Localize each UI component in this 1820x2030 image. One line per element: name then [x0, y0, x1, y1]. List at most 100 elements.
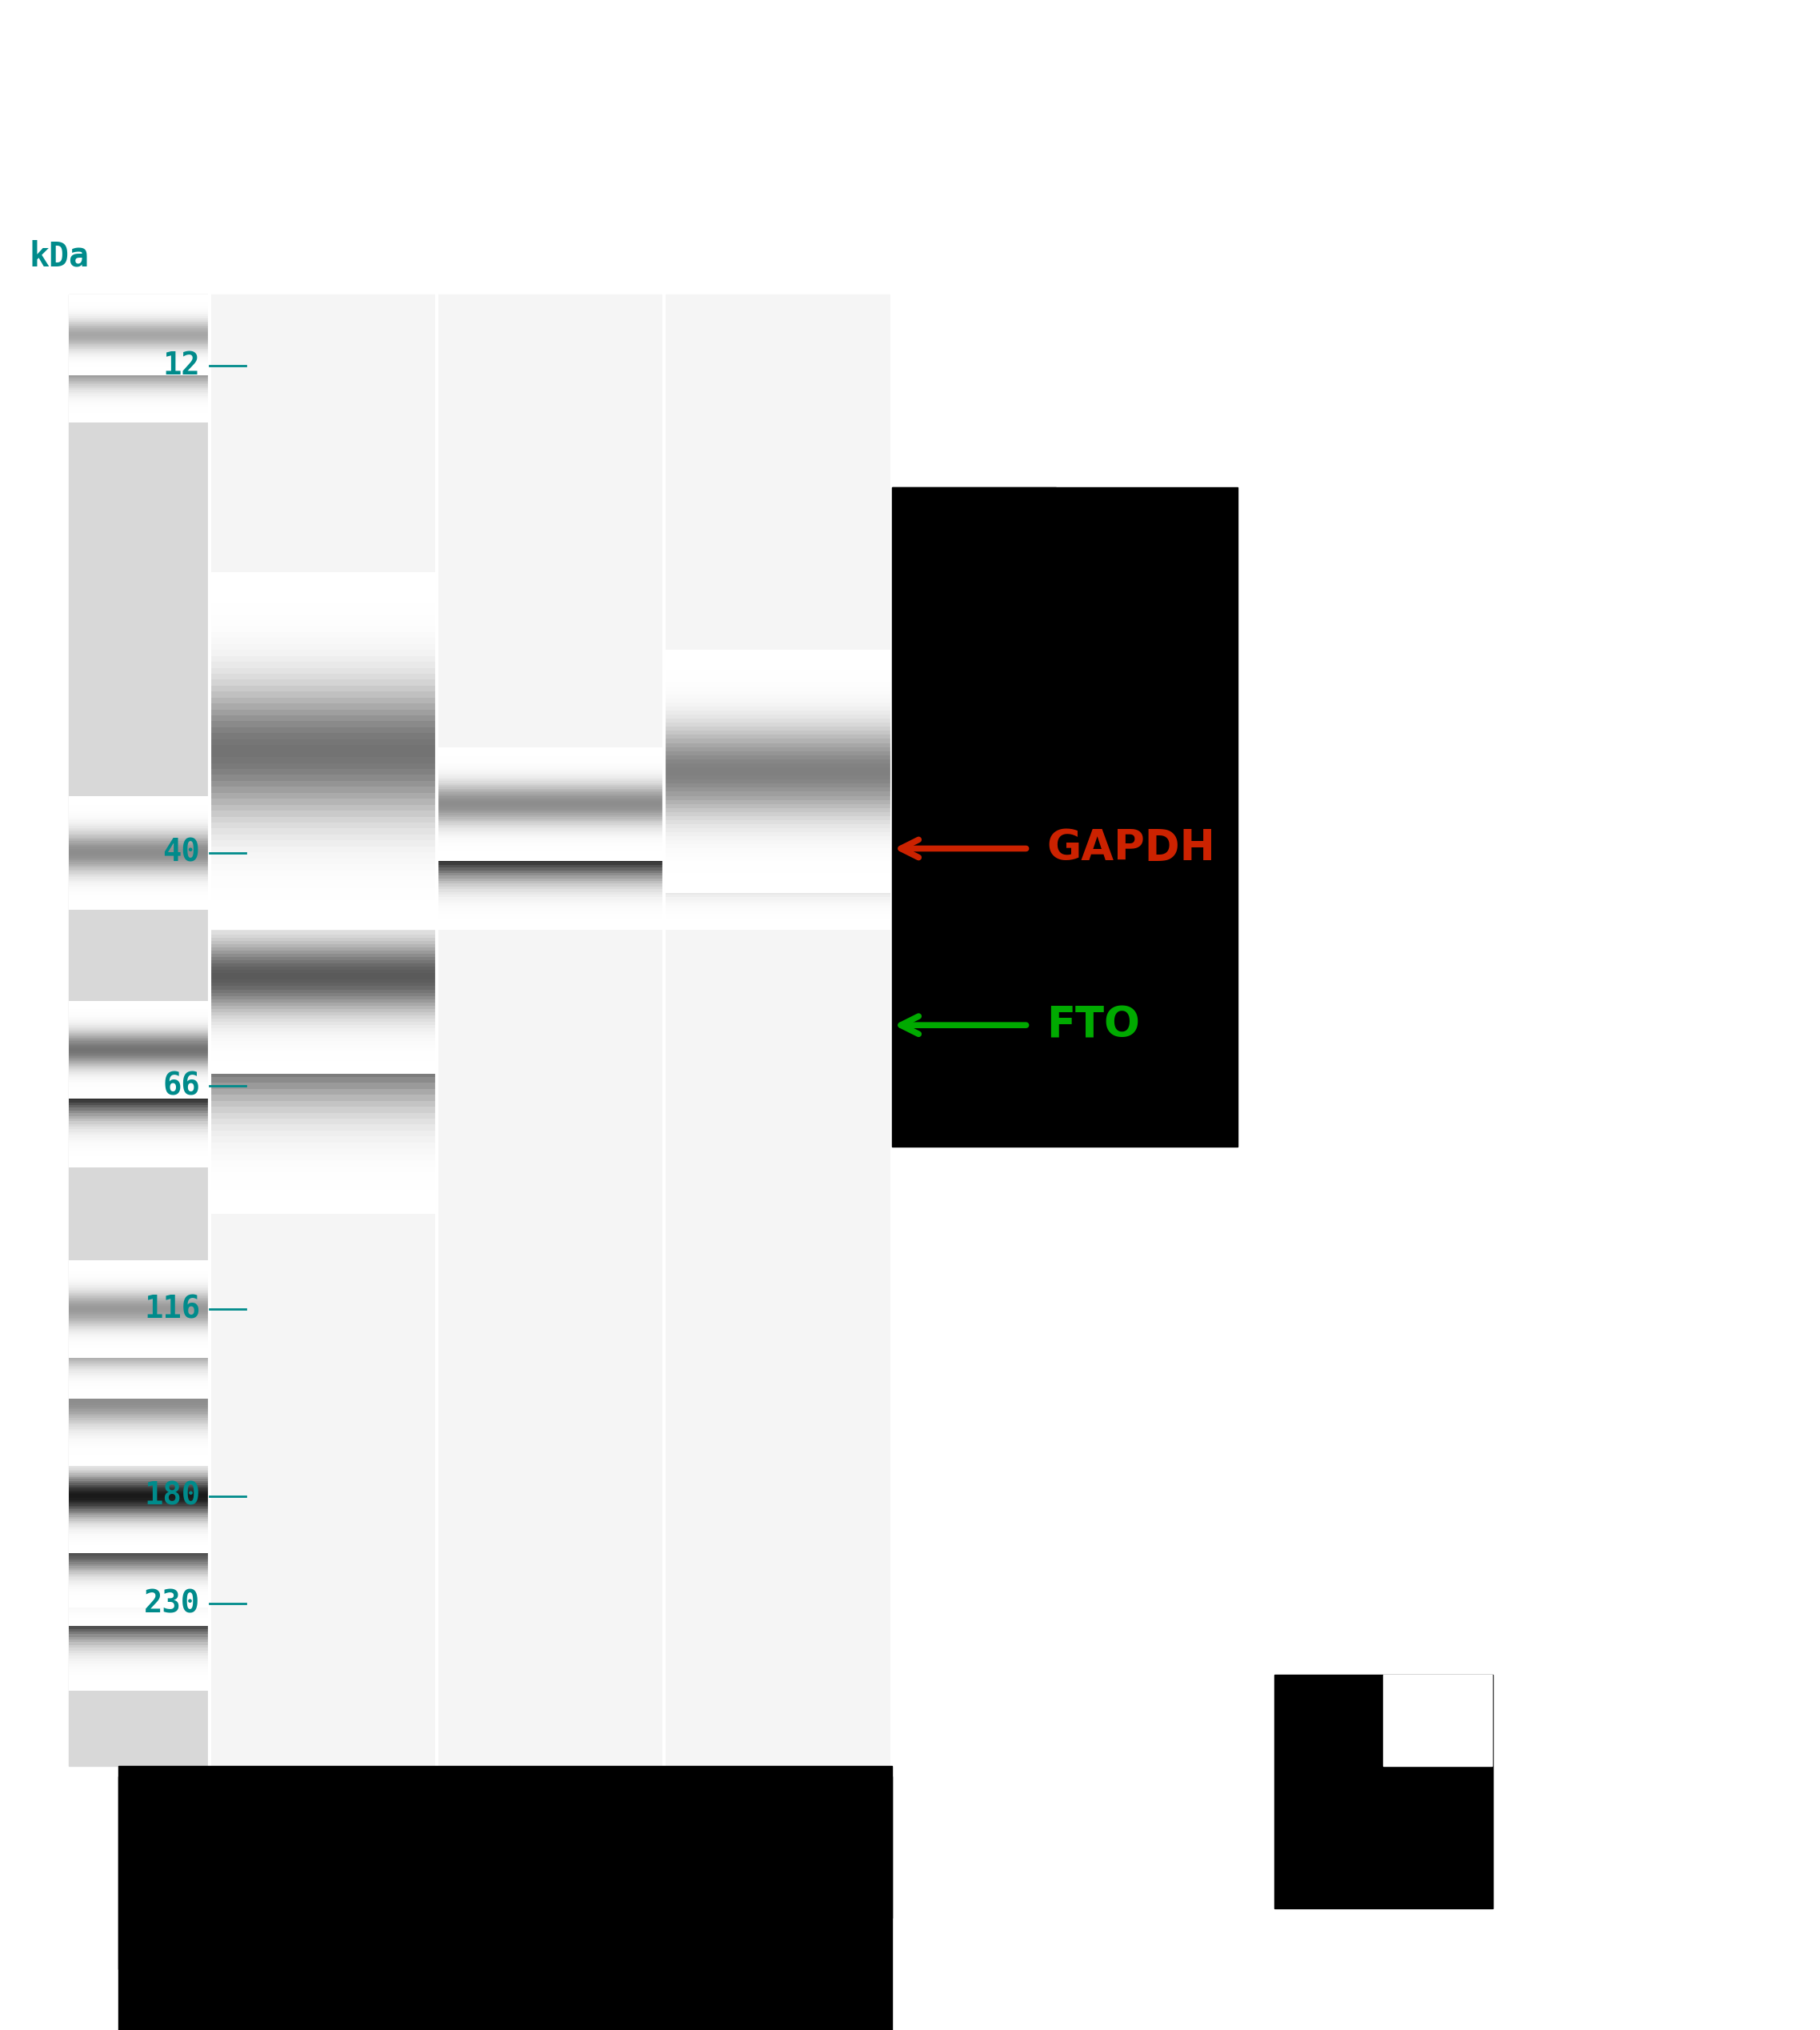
Bar — [209, 798, 437, 800]
Bar — [209, 775, 437, 777]
Bar — [209, 920, 437, 922]
Bar — [69, 1374, 209, 1376]
Bar — [209, 840, 437, 842]
Bar — [664, 723, 892, 727]
Bar — [69, 1675, 209, 1677]
Bar — [69, 1577, 209, 1579]
Bar — [209, 1025, 437, 1029]
Bar — [69, 1391, 209, 1393]
Bar — [664, 686, 892, 690]
Bar — [209, 865, 437, 867]
Bar — [209, 800, 437, 802]
Bar — [69, 1594, 209, 1596]
Bar — [209, 794, 437, 798]
Bar — [69, 1423, 209, 1425]
Bar — [209, 828, 437, 834]
Bar — [209, 1023, 437, 1029]
Bar — [664, 822, 892, 824]
Bar — [69, 1153, 209, 1157]
Bar — [209, 771, 437, 773]
Bar — [664, 844, 892, 849]
Bar — [209, 849, 437, 851]
Bar — [69, 1358, 209, 1360]
Bar — [209, 1045, 437, 1047]
Bar — [209, 857, 437, 863]
Bar — [209, 1009, 437, 1013]
Bar — [69, 1354, 209, 1356]
Bar — [437, 887, 664, 889]
Bar — [69, 1569, 209, 1571]
Bar — [69, 1464, 209, 1466]
Bar — [69, 1070, 209, 1072]
Text: 66: 66 — [162, 1072, 200, 1100]
Bar — [209, 836, 437, 838]
Bar — [209, 830, 437, 832]
Bar — [664, 650, 892, 654]
Bar — [69, 1583, 209, 1585]
Bar — [209, 883, 437, 885]
Bar — [69, 1094, 209, 1096]
Bar — [69, 1380, 209, 1382]
Bar — [437, 847, 664, 849]
Bar — [664, 798, 892, 800]
Bar — [209, 867, 437, 871]
Bar — [209, 790, 437, 792]
Bar — [209, 1161, 437, 1167]
Bar — [437, 920, 664, 922]
Bar — [69, 1447, 209, 1451]
Bar — [209, 976, 437, 983]
Bar — [69, 1092, 209, 1094]
Bar — [69, 1437, 209, 1439]
Bar — [69, 1039, 209, 1043]
Bar — [69, 1015, 209, 1019]
Bar — [69, 1585, 209, 1587]
Bar — [69, 1088, 209, 1092]
Bar — [69, 1389, 209, 1391]
Bar — [664, 735, 892, 739]
Bar — [209, 940, 437, 944]
Bar — [69, 1096, 209, 1100]
Bar — [69, 1456, 209, 1458]
Bar — [69, 1407, 209, 1409]
Bar — [209, 865, 437, 871]
Bar — [664, 865, 892, 867]
Bar — [209, 932, 437, 934]
Bar — [209, 692, 437, 698]
Bar — [209, 911, 437, 918]
Bar — [209, 1171, 437, 1177]
Bar — [664, 920, 892, 922]
Bar — [69, 1029, 209, 1031]
Bar — [209, 853, 437, 859]
Bar — [209, 916, 437, 920]
Bar — [664, 674, 892, 678]
Bar — [664, 747, 892, 751]
Bar — [437, 859, 664, 863]
Bar — [69, 1659, 209, 1661]
Bar — [209, 905, 437, 911]
Bar — [209, 816, 437, 818]
Bar — [209, 938, 437, 940]
Bar — [664, 771, 892, 775]
Bar — [209, 881, 437, 883]
Bar — [437, 899, 664, 903]
Bar — [69, 1458, 209, 1460]
Bar — [69, 1084, 209, 1086]
Bar — [69, 1151, 209, 1153]
Bar — [664, 899, 892, 903]
Bar — [69, 1427, 209, 1429]
Bar — [209, 1183, 437, 1190]
Bar — [209, 585, 437, 591]
Bar — [664, 885, 892, 889]
Bar — [664, 808, 892, 812]
Bar — [209, 893, 437, 899]
Bar — [69, 1555, 209, 1559]
Bar — [69, 1587, 209, 1592]
Bar — [69, 1043, 209, 1045]
Bar — [209, 867, 437, 869]
Bar — [209, 972, 437, 976]
Bar — [664, 849, 892, 851]
Bar — [437, 867, 664, 871]
Bar — [69, 1661, 209, 1665]
Bar — [209, 686, 437, 692]
Bar — [69, 1078, 209, 1080]
